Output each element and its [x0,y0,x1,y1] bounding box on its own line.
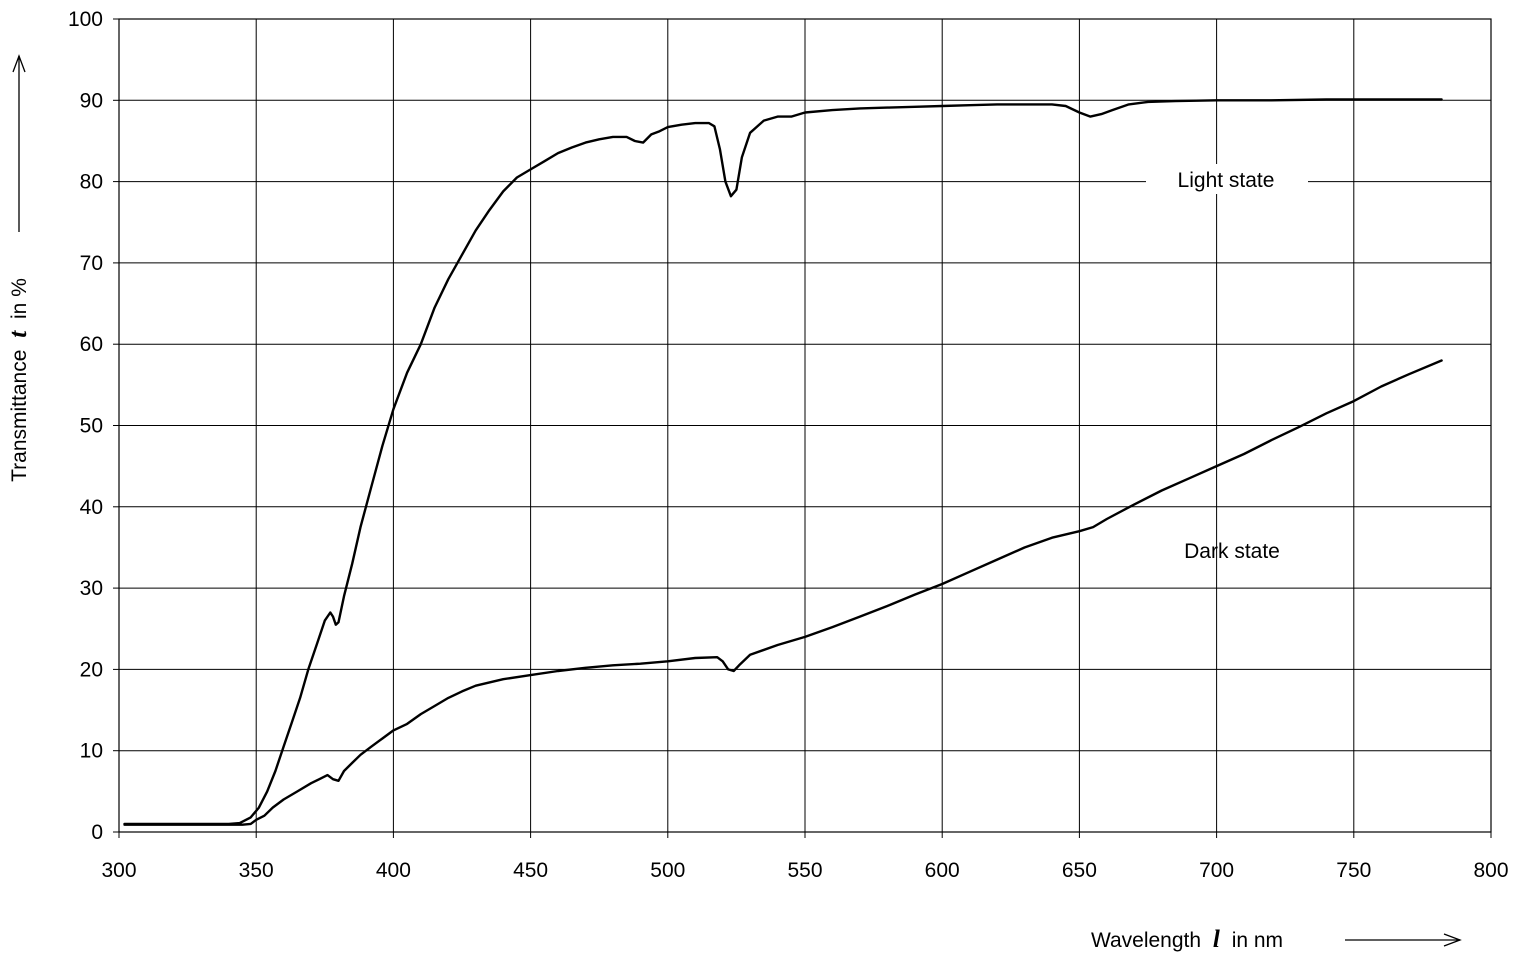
plot-frame [118,18,1492,833]
x-axis-label-prefix: Wavelength [1091,929,1201,952]
x-tick-label: 400 [376,859,411,882]
x-tick-label: 500 [650,859,685,882]
y-tick-label: 20 [80,658,103,681]
light-state-label: Light state [1178,169,1275,192]
y-tick-label: 100 [68,8,103,31]
y-axis-title: Transmittance t in % [5,278,32,482]
x-tick-label: 800 [1473,859,1508,882]
y-axis-label-suffix: in % [8,278,31,319]
x-axis-title: Wavelength l in nm [1091,926,1283,953]
y-tick-label: 90 [80,89,103,112]
y-tick-label: 40 [80,496,103,519]
x-tick-label: 350 [239,859,274,882]
y-axis-arrow [12,54,26,232]
y-tick-label: 80 [80,171,103,194]
y-tick-label: 0 [91,821,103,844]
x-tick-label: 650 [1062,859,1097,882]
y-tick-label: 30 [80,577,103,600]
y-tick-labels: 0 10 20 30 40 50 60 70 80 90 100 [68,8,103,844]
x-tick-labels: 300 350 400 450 500 550 600 650 700 750 800 [101,859,1508,882]
x-tick-label: 550 [787,859,822,882]
x-axis-arrow [1345,933,1462,947]
x-axis-label-suffix: in nm [1232,929,1283,952]
y-tick-label: 50 [80,415,103,438]
light-state-curve [123,98,1443,826]
x-tick-label: 300 [101,859,136,882]
x-tick-label: 750 [1336,859,1371,882]
dark-state-label: Dark state [1184,540,1280,563]
dark-state-curve [123,359,1443,826]
x-tick-label: 700 [1199,859,1234,882]
light-state-label-bg [1146,164,1308,194]
x-tick-label: 600 [925,859,960,882]
x-tick-label: 450 [513,859,548,882]
y-tick-label: 70 [80,252,103,275]
y-axis-symbol: t [5,330,32,338]
x-axis-symbol: l [1213,926,1220,953]
curves [123,98,1443,826]
y-axis-label-prefix: Transmittance [8,350,31,482]
y-tick-label: 10 [80,740,103,763]
svg-text:Transmittance t in: Transmittance t in % [5,278,32,482]
grid [113,18,1492,838]
y-tick-label: 60 [80,333,103,356]
